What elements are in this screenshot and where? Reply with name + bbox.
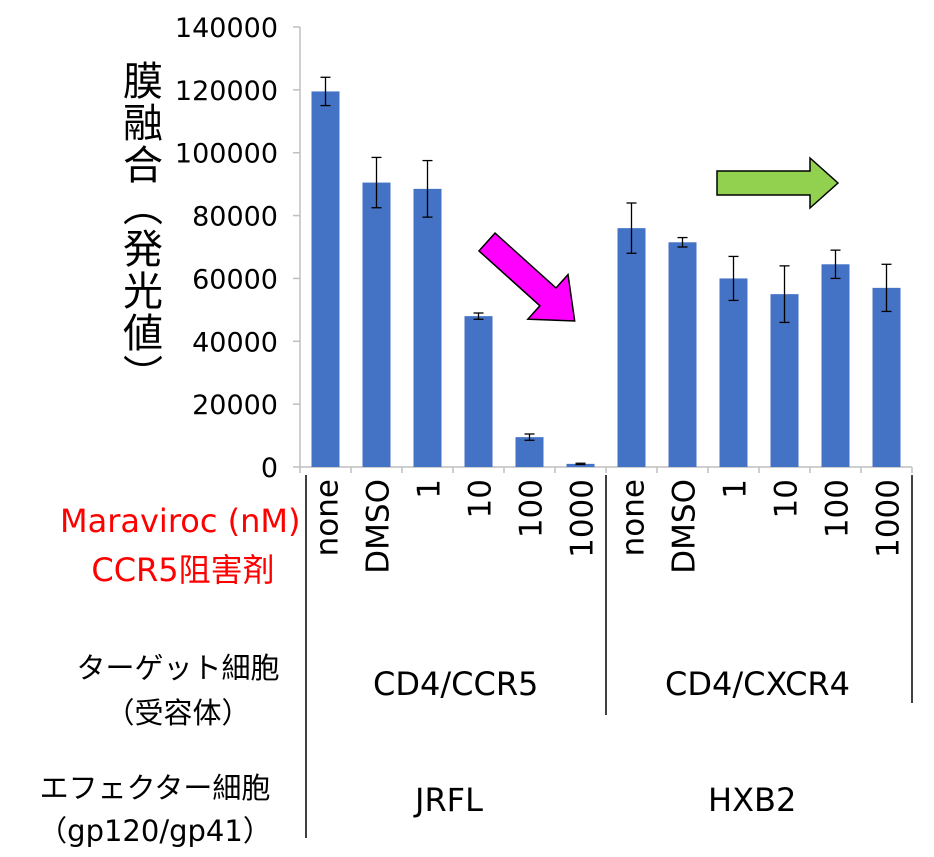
target-cell-label: ターゲット細胞 xyxy=(76,651,280,685)
bar-7 xyxy=(617,228,646,467)
y-tick-label: 120000 xyxy=(175,76,278,107)
magenta-arrow-icon xyxy=(477,232,576,322)
bar-4 xyxy=(464,316,493,467)
bar-12 xyxy=(872,287,901,467)
x-tick-label: DMSO xyxy=(361,479,397,574)
target-receptor-label: （受容体） xyxy=(105,696,251,730)
bar-3 xyxy=(413,188,442,467)
annotations xyxy=(477,156,840,322)
x-tick-label: DMSO xyxy=(667,479,703,574)
green-arrow-icon xyxy=(716,156,840,210)
bar-11 xyxy=(821,264,850,467)
x-tick-label: none xyxy=(310,479,346,556)
effector-cell-label: エフェクター細胞 xyxy=(39,771,271,805)
bar-9 xyxy=(719,278,748,467)
y-tick-label: 60000 xyxy=(192,264,278,295)
effector-group-2: HXB2 xyxy=(708,781,797,819)
x-tick-label: 10 xyxy=(769,479,805,518)
bar-5 xyxy=(515,437,544,467)
y-tick-label: 80000 xyxy=(192,202,278,233)
bars xyxy=(311,91,901,468)
bar-2 xyxy=(362,182,391,468)
y-tick-label: 0 xyxy=(261,453,278,484)
y-tick-label: 40000 xyxy=(192,327,278,358)
x-tick-label: 1000 xyxy=(871,479,907,558)
error-bars xyxy=(320,76,892,466)
axes xyxy=(293,26,913,838)
maraviroc-label: Maraviroc (nM) xyxy=(60,502,301,540)
x-tick-label: none xyxy=(616,479,652,556)
x-tick-labels: none DMSO 1 10 100 1000 none DMSO 1 10 100 1000 xyxy=(310,479,907,574)
x-tick-label: 100 xyxy=(820,479,856,538)
effector-group-1: JRFL xyxy=(415,781,483,819)
target-group-1: CD4/CCR5 xyxy=(373,665,539,703)
x-tick-label: 100 xyxy=(514,479,550,538)
y-tick-label: 140000 xyxy=(175,13,278,44)
x-tick-label: 1 xyxy=(412,479,448,499)
x-tick-label: 10 xyxy=(463,479,499,518)
ccr5-inhibitor-label: CCR5阻害剤 xyxy=(91,551,275,589)
y-tick-label: 20000 xyxy=(192,390,278,421)
effector-gp-label: （gp120/gp41） xyxy=(38,814,272,848)
bar-6 xyxy=(566,463,595,467)
x-tick-label: 1 xyxy=(718,479,754,499)
y-tick-labels: 0 20000 40000 60000 80000 100000 120000 140000 xyxy=(175,13,278,484)
y-axis-label: 膜融合（発光値） xyxy=(116,60,162,396)
bar-1 xyxy=(311,91,340,467)
bar-8 xyxy=(668,242,697,467)
y-tick-label: 100000 xyxy=(175,139,278,170)
target-group-2: CD4/CXCR4 xyxy=(665,665,850,703)
x-tick-label: 1000 xyxy=(565,479,601,558)
